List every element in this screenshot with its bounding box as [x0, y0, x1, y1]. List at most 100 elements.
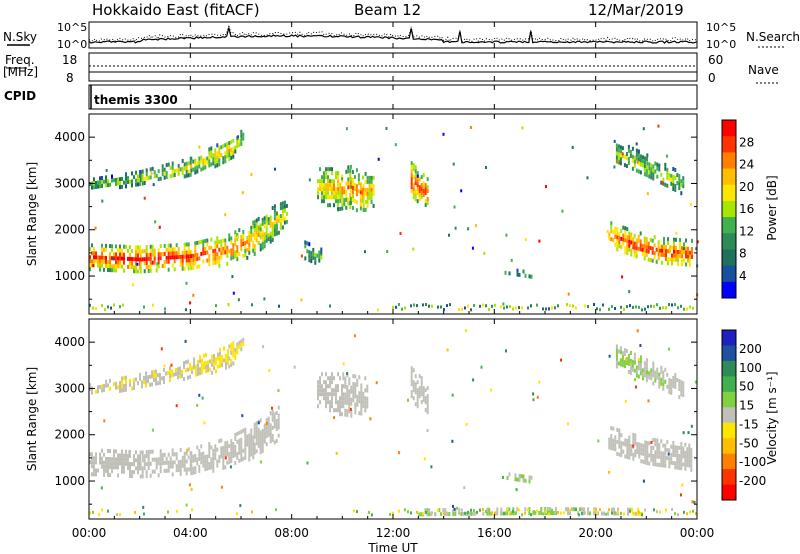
heatmap-cell [416, 396, 419, 401]
heatmap-cell [220, 153, 223, 158]
heatmap-cell [95, 307, 97, 311]
heatmap-cell [657, 256, 660, 261]
heatmap-cell [127, 256, 129, 261]
heatmap-cell [204, 239, 207, 243]
heatmap-cell [370, 199, 373, 204]
heatmap-cell [147, 454, 150, 458]
heatmap-cell [648, 166, 651, 171]
heatmap-cell [687, 254, 689, 259]
heatmap-cell [123, 260, 125, 265]
heatmap-cell [637, 507, 639, 512]
heatmap-cell [610, 221, 613, 226]
heatmap-cell [675, 231, 678, 235]
heatmap-cell [220, 255, 223, 260]
heatmap-cell [672, 167, 675, 171]
heatmap-cell [242, 337, 245, 342]
heatmap-cell [257, 435, 260, 440]
heatmap-cell [410, 390, 413, 395]
heatmap-cell [171, 169, 174, 174]
colorbar-swatch [722, 168, 736, 186]
heatmap-cell [246, 438, 249, 443]
heatmap-cell [476, 510, 478, 514]
heatmap-cell [167, 460, 170, 465]
heatmap-cell [219, 363, 221, 368]
heatmap-cell [273, 212, 276, 217]
heatmap-cell [631, 146, 634, 151]
heatmap-cell [672, 376, 675, 380]
heatmap-cell [194, 249, 197, 254]
heatmap-cell [358, 395, 361, 400]
heatmap-cell [127, 461, 129, 466]
heatmap-cell [230, 248, 233, 253]
heatmap-cell [101, 448, 103, 453]
heatmap-cell [660, 451, 663, 456]
heatmap-cell [349, 188, 352, 193]
heatmap-cell [475, 224, 477, 228]
heatmap-cell [650, 368, 653, 373]
heatmap-cell [230, 443, 233, 448]
heatmap-cell [232, 454, 235, 458]
heatmap-cell [279, 222, 282, 227]
heatmap-cell [177, 247, 180, 252]
heatmap-cell [528, 507, 531, 512]
heatmap-cell [635, 152, 638, 157]
heatmap-cell [461, 307, 463, 311]
heatmap-cell [321, 179, 323, 184]
heatmap-cell [232, 251, 235, 256]
heatmap-cell [147, 466, 150, 470]
heatmap-cell [520, 474, 523, 479]
heatmap-cell [232, 255, 235, 260]
heatmap-cell [327, 396, 329, 401]
heatmap-cell [257, 443, 260, 448]
heatmap-cell [646, 449, 649, 454]
heatmap-cell [159, 449, 162, 454]
heatmap-cell [341, 412, 343, 417]
heatmap-cell [206, 258, 209, 263]
heatmap-cell [240, 437, 243, 442]
heatmap-cell [688, 443, 691, 448]
cpid-program: themis 3300 [94, 93, 178, 107]
heatmap-cell [89, 452, 91, 457]
heatmap-cell [321, 388, 323, 393]
heatmap-cell [173, 452, 176, 457]
heatmap-cell [467, 510, 469, 514]
heatmap-cell [244, 447, 247, 452]
heatmap-cell [119, 380, 121, 385]
colorbar-tick-label: 100 [739, 361, 762, 375]
heatmap-cell [524, 273, 527, 278]
heatmap-cell [437, 508, 439, 512]
heatmap-cell [129, 245, 131, 249]
heatmap-cell [139, 245, 141, 250]
heatmap-cell [181, 258, 184, 263]
heatmap-cell [364, 191, 367, 196]
heatmap-cell [626, 447, 629, 451]
heatmap-cell [232, 146, 235, 151]
heatmap-cell [97, 259, 99, 264]
heatmap-cell [680, 458, 683, 463]
heatmap-cell [643, 256, 646, 261]
heatmap-cell [273, 228, 276, 233]
heatmap-cell [637, 234, 640, 239]
heatmap-cell [107, 465, 109, 469]
heatmap-cell [412, 388, 415, 393]
heatmap-cell [275, 215, 278, 220]
heatmap-cell [361, 199, 364, 204]
heatmap-cell [223, 358, 225, 363]
heatmap-cell [101, 243, 103, 248]
heatmap-cell [424, 199, 427, 204]
heatmap-cell [317, 404, 319, 409]
heatmap-cell [171, 369, 173, 374]
heatmap-cell [346, 401, 349, 405]
heatmap-cell [155, 369, 157, 374]
heatmap-cell [230, 455, 233, 460]
heatmap-cell [200, 251, 203, 256]
heatmap-cell [668, 377, 671, 382]
heatmap-cell [690, 463, 693, 468]
heatmap-cell [283, 208, 286, 213]
heatmap-cell [353, 187, 356, 192]
heatmap-cell [536, 303, 538, 307]
heatmap-cell [269, 435, 272, 440]
heatmap-cell [608, 307, 610, 311]
heatmap-cell [424, 408, 427, 413]
heatmap-cell [170, 363, 173, 367]
